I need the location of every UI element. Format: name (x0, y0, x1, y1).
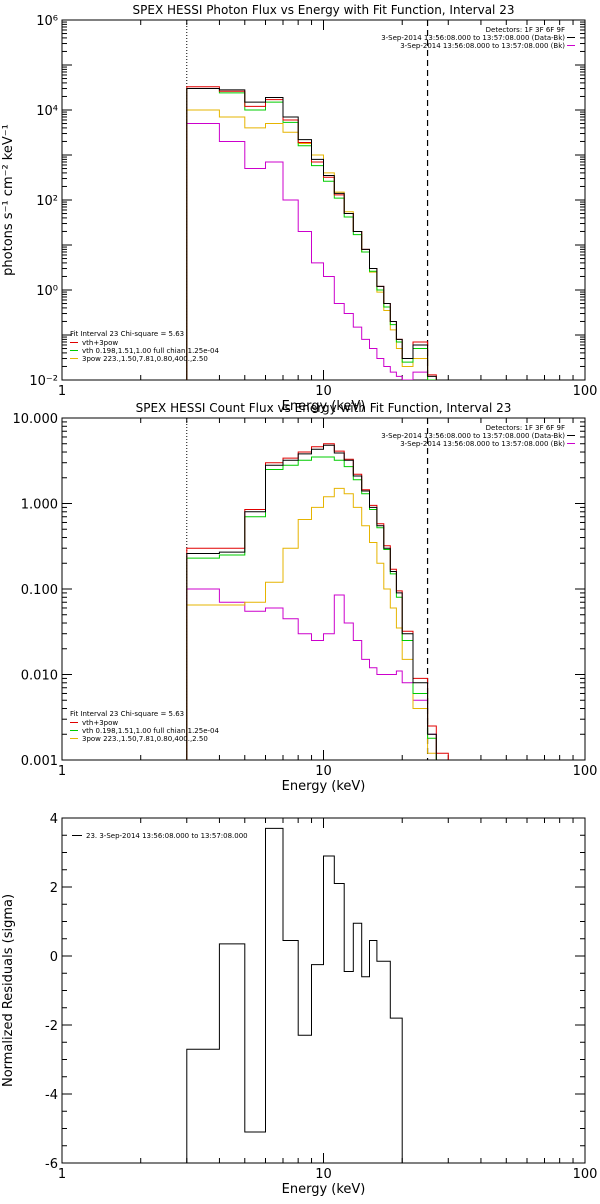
legend-top: Detectors: 1F 3F 6F 9F3-Sep-2014 13:56:0… (381, 26, 575, 50)
x-axis-label: Energy (keV) (282, 399, 366, 414)
series-group (186, 443, 449, 760)
y-tick-label: 4 (50, 812, 58, 827)
series-bk (186, 123, 429, 380)
plot-frame (61, 417, 586, 761)
series-vth-3pow (186, 86, 437, 380)
y-tick-label: 0.100 (21, 583, 58, 598)
y-tick-label: 0.001 (21, 754, 58, 769)
legend-entry-label: 3-Sep-2014 13:56:08.000 to 13:57:08.000 … (400, 42, 565, 50)
series-bk (186, 588, 449, 760)
x-tick-label: 1 (58, 1167, 66, 1182)
x-axis-label: Energy (keV) (282, 1182, 366, 1197)
plot-frame (61, 19, 586, 381)
y-tick-label: 10⁻² (29, 374, 58, 389)
legend-header: Fit Interval 23 Chi-square = 5.63 (70, 330, 184, 338)
legend-entry-label: vth 0.198,1.51,1.00 full chian 1.25e-04 (82, 727, 220, 735)
legend-entry-label: vth+3pow (82, 719, 118, 727)
count-flux-chart: SPEX HESSI Count Flux vs Energy with Fit… (13, 401, 598, 794)
legend-entry-label: 23. 3-Sep-2014 13:56:08.000 to 13:57:08.… (86, 832, 248, 840)
y-tick-label: 0.010 (21, 669, 58, 684)
residuals-chart: 1 10 100 Energy (keV) -6 -4 -2 0 2 4 Normalized Re… (1, 812, 597, 1197)
x-tick-label: 100 (573, 764, 598, 779)
legend-entry-label: vth 0.198,1.51,1.00 full chian 1.25e-04 (82, 347, 220, 355)
series-vth (186, 88, 437, 380)
y-tick-label: 10⁴ (36, 104, 58, 119)
series-3pow (186, 109, 429, 380)
legend: 23. 3-Sep-2014 13:56:08.000 to 13:57:08.… (72, 832, 248, 840)
y-tick-label: -4 (45, 1088, 58, 1103)
x-tick-label: 10 (315, 764, 332, 779)
legend-entry-label: 3-Sep-2014 13:56:08.000 to 13:57:08.000 … (381, 34, 565, 42)
series-group (186, 86, 437, 380)
series-3pow (186, 487, 437, 760)
legend-top: Detectors: 1F 3F 6F 9F3-Sep-2014 13:56:0… (381, 424, 575, 448)
y-axis-label: photons s⁻¹ cm⁻² keV⁻¹ (1, 124, 16, 276)
legend-entry-label: 3pow 223.,1.50,7.81,0.80,400.,2.50 (82, 735, 208, 743)
x-axis-label: Energy (keV) (282, 779, 366, 794)
y-tick-label: 2 (50, 881, 58, 896)
y-tick-label: 1.000 (21, 498, 58, 513)
legend-entry-label: vth+3pow (82, 339, 118, 347)
legend-header: Detectors: 1F 3F 6F 9F (486, 26, 565, 34)
x-tick-label: 10 (315, 1167, 332, 1182)
legend-header: Detectors: 1F 3F 6F 9F (486, 424, 565, 432)
legend-bottom: Fit Interval 23 Chi-square = 5.63vth+3po… (70, 710, 220, 743)
y-tick-label: 10.000 (13, 412, 59, 427)
legend-entry-label: 3-Sep-2014 13:56:08.000 to 13:57:08.000 … (381, 432, 565, 440)
x-tick-label: 1 (58, 384, 66, 399)
legend-header: Fit Interval 23 Chi-square = 5.63 (70, 710, 184, 718)
x-tick-label: 1 (58, 764, 66, 779)
series-data-bk (186, 444, 449, 760)
y-tick-label: 10⁰ (36, 284, 58, 299)
y-tick-label: 10⁶ (36, 14, 58, 29)
x-tick-label: 10 (315, 384, 332, 399)
legend-entry-label: 3pow 223.,1.50,7.81,0.80,400.,2.50 (82, 355, 208, 363)
legend-entry-label: 3-Sep-2014 13:56:08.000 to 13:57:08.000 … (400, 440, 565, 448)
series-vth (186, 456, 437, 760)
y-axis-label: Normalized Residuals (sigma) (1, 894, 16, 1087)
x-tick-label: 100 (573, 1167, 598, 1182)
x-tick-label: 100 (573, 384, 598, 399)
y-tick-label: -6 (45, 1157, 58, 1172)
series-data-bk (186, 88, 437, 380)
chart-title: SPEX HESSI Photon Flux vs Energy with Fi… (133, 3, 515, 17)
series-vth-3pow (186, 443, 449, 760)
series-23-3-sep-2014-13-56-08-000-to-13-57-08-000 (186, 827, 403, 1163)
y-tick-label: 0 (50, 950, 58, 965)
legend-bottom: Fit Interval 23 Chi-square = 5.63vth+3po… (70, 330, 220, 363)
y-tick-label: 10² (36, 194, 58, 209)
y-tick-label: -2 (45, 1019, 58, 1034)
photon-flux-chart: SPEX HESSI Photon Flux vs Energy with Fi… (1, 3, 597, 414)
chart-title: SPEX HESSI Count Flux vs Energy with Fit… (136, 401, 512, 415)
series-group (186, 827, 403, 1163)
